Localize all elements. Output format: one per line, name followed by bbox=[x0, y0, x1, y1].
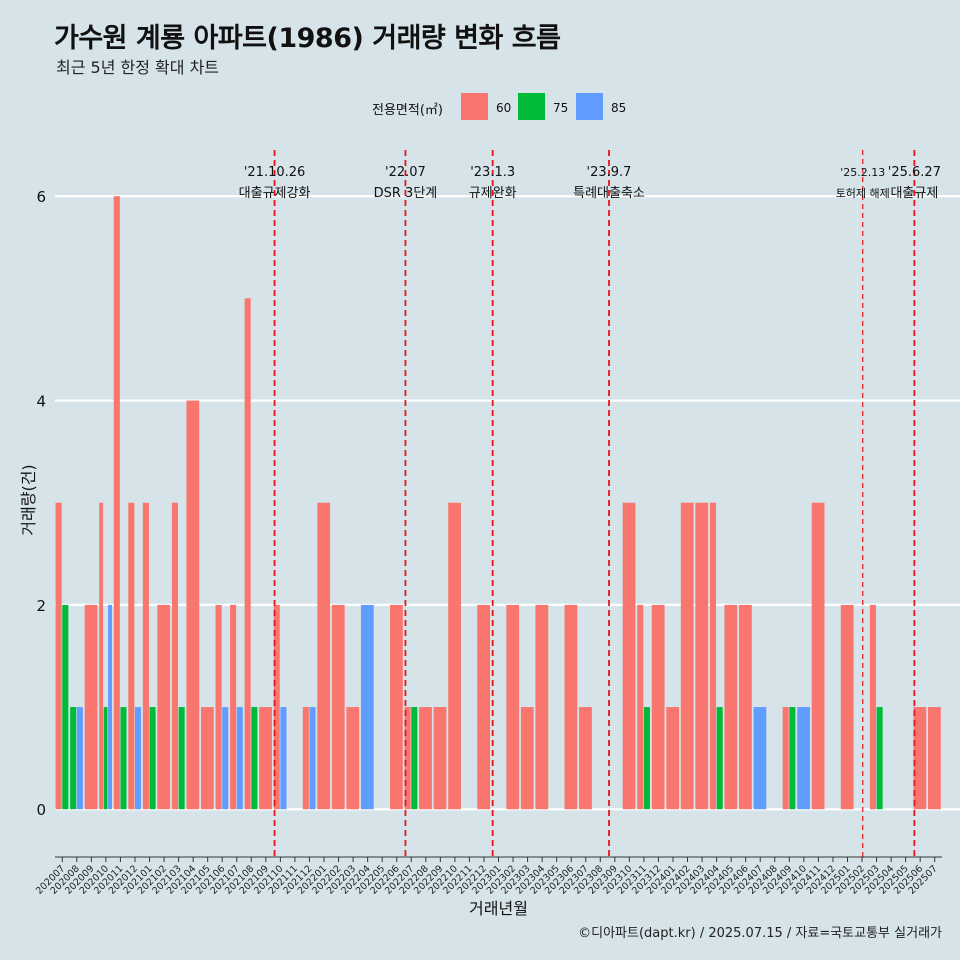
event-date-label: '23.1.3 bbox=[470, 165, 515, 180]
bar-60-202507 bbox=[928, 707, 941, 810]
bar-85-202012 bbox=[134, 707, 142, 810]
bar-60-202009 bbox=[84, 604, 98, 810]
bar-85-202110 bbox=[280, 707, 287, 810]
bar-60-202210 bbox=[448, 502, 461, 810]
bar-85-202112 bbox=[309, 707, 316, 810]
chart-subtitle: 최근 5년 한정 확대 차트 bbox=[56, 58, 220, 77]
bar-60-202109 bbox=[259, 707, 272, 810]
bar-75-202007 bbox=[62, 604, 69, 810]
bar-85-202204 bbox=[360, 604, 374, 810]
bar-75-202010 bbox=[103, 707, 108, 810]
bar-75-202207 bbox=[411, 707, 418, 810]
bar-85-202106 bbox=[222, 707, 229, 810]
event-date-label: '25.6.27 bbox=[888, 165, 941, 180]
bar-60-202104 bbox=[186, 400, 200, 810]
legend-label-85: 85 bbox=[611, 101, 626, 115]
bar-60-202405 bbox=[724, 604, 738, 810]
bar-60-202304 bbox=[535, 604, 549, 810]
bar-60-202106 bbox=[215, 604, 222, 810]
bar-75-202103 bbox=[178, 707, 185, 810]
chart-title: 가수원 계룡 아파트(1986) 거래량 변화 흐름 bbox=[54, 23, 561, 54]
bar-60-202202 bbox=[331, 604, 345, 810]
event-name-label: DSR 3단계 bbox=[374, 186, 438, 201]
bar-60-202411 bbox=[811, 502, 825, 810]
bar-60-202206 bbox=[390, 604, 403, 810]
bar-60-202310 bbox=[622, 502, 636, 810]
bar-60-202406 bbox=[739, 604, 752, 810]
bar-85-202107 bbox=[236, 707, 243, 810]
bar-75-202404 bbox=[716, 707, 723, 810]
bar-60-202307 bbox=[579, 707, 592, 810]
bar-60-202110 bbox=[273, 604, 280, 810]
y-axis-title: 거래량(건) bbox=[19, 464, 38, 535]
bar-60-202403 bbox=[695, 502, 709, 810]
legend-label-75: 75 bbox=[553, 101, 568, 115]
bar-60-202409 bbox=[782, 707, 789, 810]
bar-60-202102 bbox=[157, 604, 171, 810]
event-name-label: 토허제 해제 bbox=[836, 186, 890, 200]
event-date-label: '23.9.7 bbox=[587, 165, 632, 180]
bar-75-202108 bbox=[251, 707, 258, 810]
bar-60-202010 bbox=[99, 502, 104, 810]
event-date-label: '21.10.26 bbox=[244, 165, 305, 180]
x-axis-title: 거래년월 bbox=[469, 899, 528, 918]
bar-75-202011 bbox=[120, 707, 127, 810]
event-name-label: 특례대출축소 bbox=[573, 186, 645, 201]
bar-60-202007 bbox=[55, 502, 62, 810]
event-date-label: '25.2.13 bbox=[840, 166, 885, 179]
bar-60-202303 bbox=[520, 707, 534, 810]
source-caption: ©디아파트(dapt.kr) / 2025.07.15 / 자료=국토교통부 실… bbox=[578, 926, 942, 941]
bar-60-202012 bbox=[128, 502, 135, 810]
y-tick-label: 6 bbox=[36, 188, 46, 206]
bar-60-202312 bbox=[651, 604, 665, 810]
event-date-label: '22.07 bbox=[385, 165, 426, 180]
bar-60-202212 bbox=[477, 604, 491, 810]
bar-75-202101 bbox=[149, 707, 156, 810]
bar-60-202208 bbox=[419, 707, 432, 810]
bar-75-202503 bbox=[876, 707, 883, 810]
event-name-label: 대출규제강화 bbox=[239, 186, 311, 201]
legend-title: 전용면적(㎡) bbox=[372, 103, 443, 118]
bar-75-202008 bbox=[70, 707, 77, 810]
bar-60-202302 bbox=[506, 604, 520, 810]
bar-60-202207 bbox=[404, 707, 411, 810]
y-tick-label: 0 bbox=[36, 801, 46, 819]
bar-75-202311 bbox=[643, 707, 650, 810]
legend-label-60: 60 bbox=[496, 101, 511, 115]
bar-60-202107 bbox=[230, 604, 237, 810]
bar-60-202203 bbox=[346, 707, 360, 810]
y-tick-label: 2 bbox=[36, 597, 46, 615]
bar-60-202402 bbox=[680, 502, 694, 810]
y-tick-label: 4 bbox=[36, 393, 46, 411]
bar-85-202008 bbox=[76, 707, 83, 810]
legend-swatch-60 bbox=[461, 93, 488, 120]
event-name-label: 대출규제 bbox=[890, 186, 938, 201]
bar-60-202103 bbox=[171, 502, 178, 810]
bar-60-202506 bbox=[913, 707, 927, 810]
bar-60-202108 bbox=[244, 298, 251, 810]
bar-85-202407 bbox=[753, 707, 767, 810]
bar-85-202410 bbox=[797, 707, 810, 810]
bar-60-202404 bbox=[709, 502, 717, 810]
bar-60-202311 bbox=[637, 604, 644, 810]
bar-60-202401 bbox=[666, 707, 680, 810]
bar-60-202306 bbox=[564, 604, 578, 810]
legend-swatch-75 bbox=[518, 93, 545, 120]
event-name-label: 규제완화 bbox=[469, 186, 517, 201]
bar-75-202409 bbox=[789, 707, 796, 810]
bar-85-202010 bbox=[108, 604, 112, 810]
bar-60-202112 bbox=[302, 707, 309, 810]
bar-60-202101 bbox=[142, 502, 149, 810]
bar-60-202209 bbox=[433, 707, 447, 810]
bar-60-202105 bbox=[200, 707, 214, 810]
legend-swatch-85 bbox=[576, 93, 603, 120]
bar-60-202501 bbox=[840, 604, 854, 810]
bar-60-202011 bbox=[113, 196, 120, 810]
bar-60-202201 bbox=[317, 502, 331, 810]
bar-60-202503 bbox=[869, 604, 876, 810]
